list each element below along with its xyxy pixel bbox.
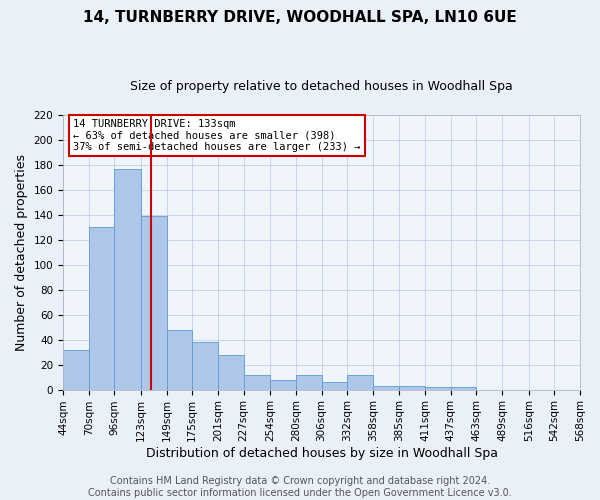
Title: Size of property relative to detached houses in Woodhall Spa: Size of property relative to detached ho… xyxy=(130,80,513,93)
Bar xyxy=(63,350,89,390)
Text: 14, TURNBERRY DRIVE, WOODHALL SPA, LN10 6UE: 14, TURNBERRY DRIVE, WOODHALL SPA, LN10 … xyxy=(83,10,517,25)
Y-axis label: Number of detached properties: Number of detached properties xyxy=(15,154,28,351)
Bar xyxy=(373,386,400,390)
Text: 14 TURNBERRY DRIVE: 133sqm
← 63% of detached houses are smaller (398)
37% of sem: 14 TURNBERRY DRIVE: 133sqm ← 63% of deta… xyxy=(73,119,361,152)
Text: Contains HM Land Registry data © Crown copyright and database right 2024.
Contai: Contains HM Land Registry data © Crown c… xyxy=(88,476,512,498)
Bar xyxy=(400,386,425,390)
X-axis label: Distribution of detached houses by size in Woodhall Spa: Distribution of detached houses by size … xyxy=(146,447,497,460)
Bar xyxy=(218,354,244,390)
Bar xyxy=(296,374,322,390)
Bar xyxy=(89,228,115,390)
Bar xyxy=(167,330,192,390)
Bar xyxy=(270,380,296,390)
Bar xyxy=(425,387,451,390)
Bar xyxy=(141,216,167,390)
Bar xyxy=(244,374,270,390)
Bar xyxy=(115,168,141,390)
Bar xyxy=(451,387,476,390)
Bar xyxy=(347,374,373,390)
Bar xyxy=(192,342,218,390)
Bar xyxy=(322,382,347,390)
